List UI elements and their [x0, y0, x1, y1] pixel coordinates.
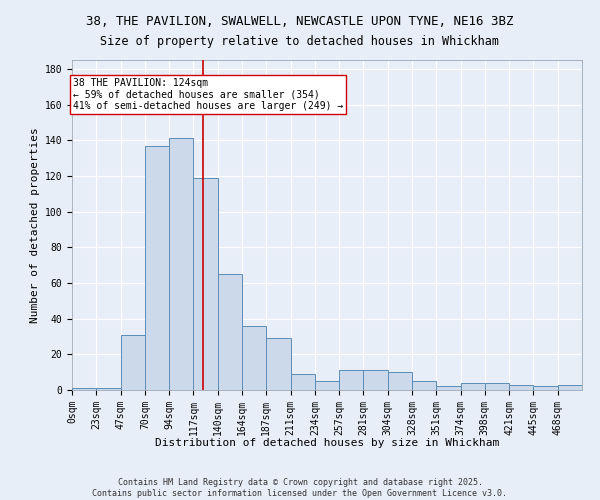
- Bar: [558, 384, 582, 390]
- Bar: [461, 383, 485, 390]
- Bar: [533, 386, 558, 390]
- Text: 38 THE PAVILION: 124sqm
← 59% of detached houses are smaller (354)
41% of semi-d: 38 THE PAVILION: 124sqm ← 59% of detache…: [73, 78, 343, 111]
- Bar: [339, 370, 364, 390]
- Bar: [266, 338, 290, 390]
- Bar: [145, 146, 169, 390]
- Bar: [242, 326, 266, 390]
- Bar: [72, 388, 96, 390]
- Bar: [436, 386, 461, 390]
- Bar: [412, 381, 436, 390]
- Bar: [218, 274, 242, 390]
- Text: Size of property relative to detached houses in Whickham: Size of property relative to detached ho…: [101, 35, 499, 48]
- Bar: [290, 374, 315, 390]
- Bar: [315, 381, 339, 390]
- Bar: [121, 334, 145, 390]
- Bar: [193, 178, 218, 390]
- Bar: [96, 388, 121, 390]
- Text: Contains HM Land Registry data © Crown copyright and database right 2025.
Contai: Contains HM Land Registry data © Crown c…: [92, 478, 508, 498]
- X-axis label: Distribution of detached houses by size in Whickham: Distribution of detached houses by size …: [155, 438, 499, 448]
- Bar: [364, 370, 388, 390]
- Text: 38, THE PAVILION, SWALWELL, NEWCASTLE UPON TYNE, NE16 3BZ: 38, THE PAVILION, SWALWELL, NEWCASTLE UP…: [86, 15, 514, 28]
- Bar: [388, 372, 412, 390]
- Bar: [169, 138, 193, 390]
- Bar: [485, 383, 509, 390]
- Bar: [509, 384, 533, 390]
- Y-axis label: Number of detached properties: Number of detached properties: [31, 127, 40, 323]
